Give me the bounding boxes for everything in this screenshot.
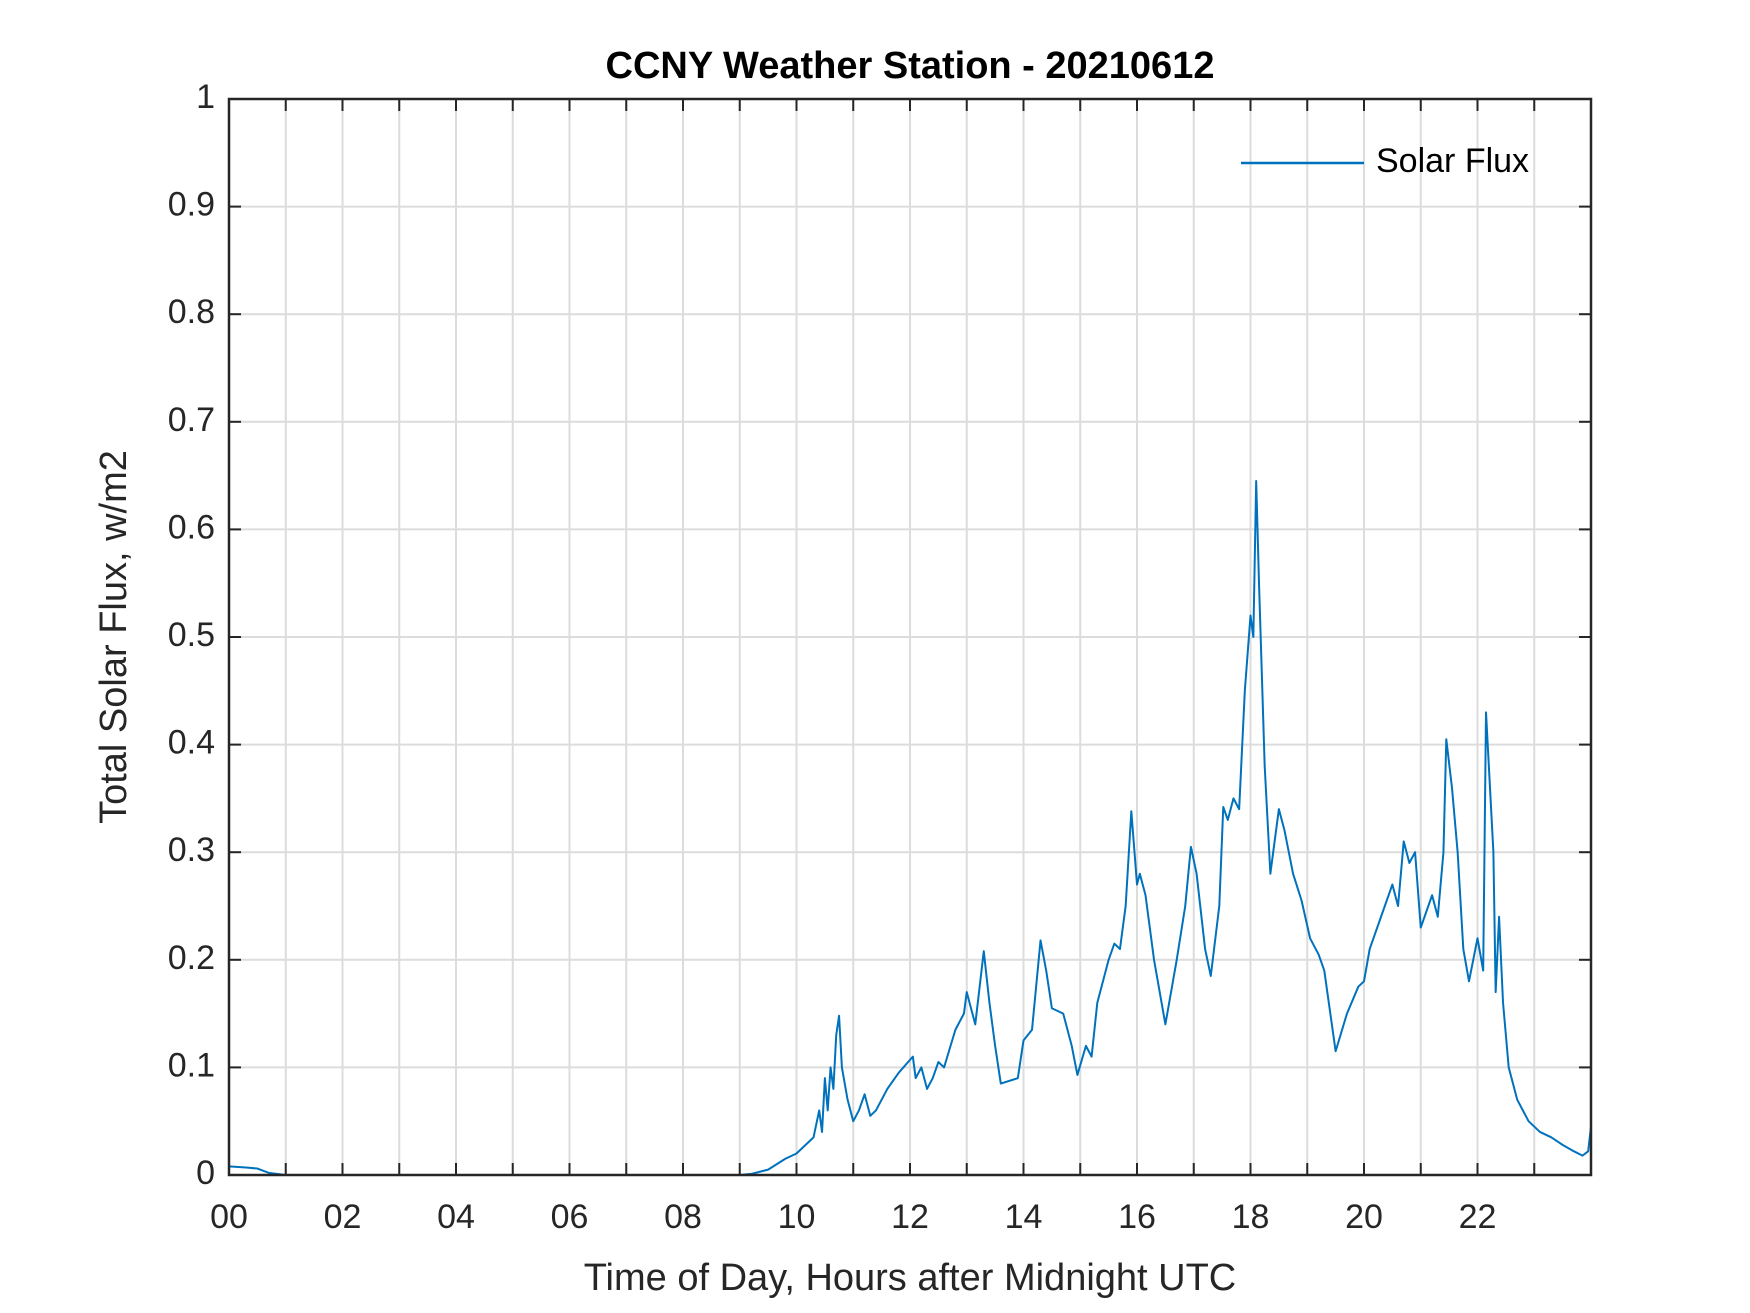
x-tick-label: 04 [437, 1198, 475, 1236]
y-tick-label: 0.3 [168, 831, 215, 869]
x-tick-label: 00 [210, 1198, 248, 1236]
legend-label: Solar Flux [1376, 142, 1529, 180]
x-tick-label: 14 [1005, 1198, 1043, 1236]
x-tick-label: 18 [1232, 1198, 1270, 1236]
y-tick-label: 0.5 [168, 616, 215, 654]
x-tick-label: 22 [1459, 1198, 1497, 1236]
y-tick-label: 0.1 [168, 1046, 215, 1084]
x-tick-label: 08 [664, 1198, 702, 1236]
y-tick-label: 0.2 [168, 939, 215, 977]
y-tick-label: 0.8 [168, 293, 215, 331]
plot-frame [227, 97, 1593, 1177]
x-tick-label: 06 [551, 1198, 589, 1236]
data-line [228, 479, 1592, 1176]
y-tick-label: 0.9 [168, 186, 215, 224]
y-tick-label: 0.7 [168, 401, 215, 439]
y-tick-label: 0.4 [168, 724, 215, 762]
x-tick-label: 12 [891, 1198, 929, 1236]
y-tick-label: 0 [196, 1154, 215, 1192]
x-tick-label: 16 [1118, 1198, 1156, 1236]
x-tick-label: 02 [324, 1198, 362, 1236]
x-tick-label: 10 [778, 1198, 816, 1236]
x-tick-label: 20 [1345, 1198, 1383, 1236]
y-tick-label: 0.6 [168, 508, 215, 546]
x-axis-label: Time of Day, Hours after Midnight UTC [584, 1257, 1237, 1299]
chart-title: CCNY Weather Station - 20210612 [606, 45, 1215, 87]
y-tick-label: 1 [196, 78, 215, 116]
y-axis-label: Total Solar Flux, w/m2 [93, 450, 135, 824]
